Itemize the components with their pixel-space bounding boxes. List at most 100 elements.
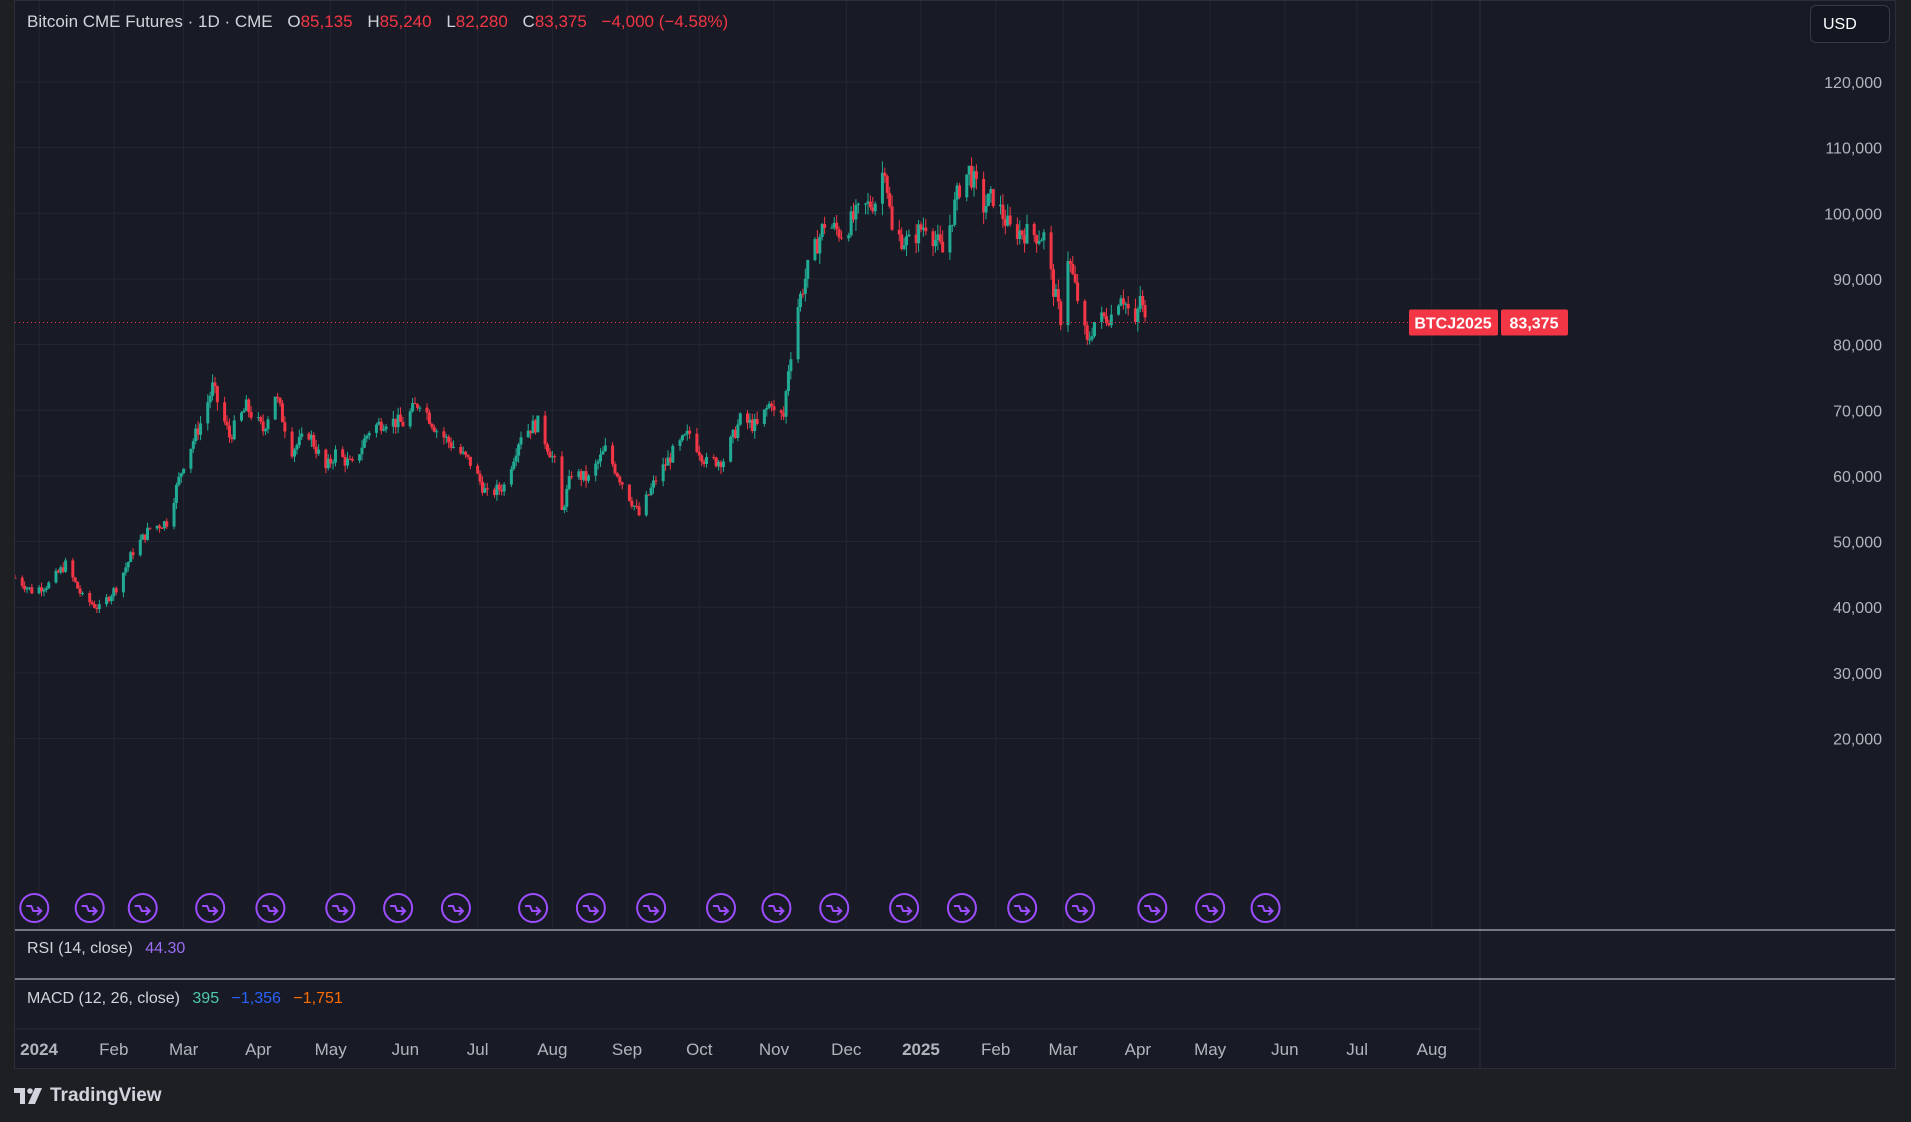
candle-body	[1117, 305, 1121, 315]
event-marker-icon[interactable]	[127, 893, 158, 923]
event-marker-icon[interactable]	[325, 893, 356, 923]
candle-body	[497, 484, 501, 490]
candle-body	[664, 464, 668, 466]
event-marker-icon[interactable]	[705, 893, 736, 923]
candle-body	[1023, 235, 1027, 244]
candle-body	[502, 484, 506, 492]
candle-body	[914, 234, 918, 244]
candle-body	[54, 570, 58, 583]
event-marker-arrow	[134, 905, 152, 916]
event-marker-arrow	[768, 905, 785, 916]
candle-body	[603, 445, 607, 452]
event-marker-arrow	[525, 905, 542, 916]
candle-body	[1042, 232, 1046, 241]
event-marker-icon[interactable]	[74, 893, 105, 923]
candle-body	[654, 480, 658, 482]
candle-body	[297, 436, 301, 446]
candle-body	[174, 484, 178, 503]
currency-button[interactable]: USD	[1810, 5, 1890, 43]
event-marker-icon[interactable]	[946, 893, 977, 923]
event-marker-icon[interactable]	[889, 893, 920, 923]
candle-body	[967, 165, 971, 175]
candle-body	[480, 481, 484, 493]
event-marker-icon[interactable]	[1137, 893, 1168, 923]
time-tick-label: May	[1194, 1040, 1227, 1059]
event-marker-icon[interactable]	[1065, 893, 1096, 923]
candle-body	[382, 429, 386, 431]
symbol-title: Bitcoin CME Futures · 1D · CME	[27, 12, 273, 31]
candle-body	[42, 589, 46, 592]
candle-body	[1100, 312, 1104, 322]
macd-legend[interactable]: MACD (12, 26, close) 395 −1,356 −1,751	[27, 990, 343, 1008]
event-marker-icon[interactable]	[255, 893, 286, 923]
chart-canvas[interactable]: 120,000 110,000 100,000 90,000 80,000 70,000 6…	[15, 1, 1895, 1068]
candle-body	[199, 423, 203, 435]
candle-body	[37, 587, 41, 594]
event-marker-icon[interactable]	[518, 893, 549, 923]
candle-body	[435, 431, 439, 433]
candle-body	[955, 185, 959, 200]
high-value: 85,240	[379, 12, 432, 31]
event-marker-icon[interactable]	[1250, 893, 1281, 923]
candle-body	[15, 577, 17, 579]
event-marker-icon[interactable]	[819, 893, 850, 923]
candle-body	[820, 223, 824, 237]
price-tick-label: 120,000	[1824, 75, 1882, 92]
candle-body	[126, 562, 130, 568]
event-marker-icon[interactable]	[383, 893, 414, 923]
candle-body	[358, 454, 362, 461]
event-marker-arrow	[826, 905, 843, 916]
candle-body	[958, 185, 962, 198]
event-marker-arrow	[953, 905, 971, 916]
candle-body	[160, 527, 164, 529]
candle-body	[1121, 298, 1125, 305]
candle-body	[1068, 261, 1072, 264]
candle-body	[362, 438, 366, 448]
candle-body	[430, 423, 434, 428]
rsi-legend[interactable]: RSI (14, close) 44.30	[27, 940, 185, 958]
candle-body	[526, 430, 530, 438]
event-marker-icon[interactable]	[761, 893, 792, 923]
event-marker-arrow	[712, 905, 730, 916]
candle-body	[148, 527, 152, 529]
candle-body	[885, 176, 889, 194]
event-marker-icon[interactable]	[575, 893, 606, 923]
event-marker-icon[interactable]	[195, 893, 226, 923]
event-marker-icon[interactable]	[19, 893, 50, 923]
tradingview-logo[interactable]: TradingView	[14, 1084, 162, 1108]
candle-body	[921, 227, 925, 230]
candle-body	[924, 227, 928, 232]
price-tick-label: 110,000	[1825, 141, 1882, 158]
candle-body	[1102, 312, 1106, 317]
candle-body	[468, 456, 472, 466]
candle-body	[346, 458, 350, 466]
candle-body	[729, 437, 733, 462]
event-marker-arrow	[262, 905, 279, 916]
candle-body	[784, 391, 788, 417]
macd-value: 395	[192, 990, 220, 1007]
candle-body	[447, 436, 451, 443]
candle-body	[47, 582, 51, 589]
candle-body	[717, 461, 721, 467]
event-marker-icon[interactable]	[440, 893, 471, 923]
candle-body	[1056, 289, 1060, 302]
close-value: 83,375	[534, 12, 587, 31]
candle-body	[112, 588, 116, 597]
candle-body	[461, 451, 465, 454]
candle-body	[114, 588, 118, 593]
event-marker-arrow	[447, 905, 465, 916]
close-label: C	[522, 12, 535, 31]
event-marker-icon[interactable]	[636, 893, 667, 923]
candle-body	[864, 203, 868, 205]
candle-body	[635, 505, 639, 507]
candle-body	[668, 457, 672, 463]
candle-body	[95, 607, 99, 610]
candle-body	[806, 260, 810, 279]
candle-body	[661, 464, 665, 482]
candle-body	[343, 456, 347, 466]
candle-body	[799, 293, 803, 308]
event-marker-icon[interactable]	[1195, 893, 1226, 923]
event-marker-icon[interactable]	[1007, 893, 1038, 923]
candle-body	[483, 488, 487, 493]
candle-body	[1039, 240, 1043, 242]
